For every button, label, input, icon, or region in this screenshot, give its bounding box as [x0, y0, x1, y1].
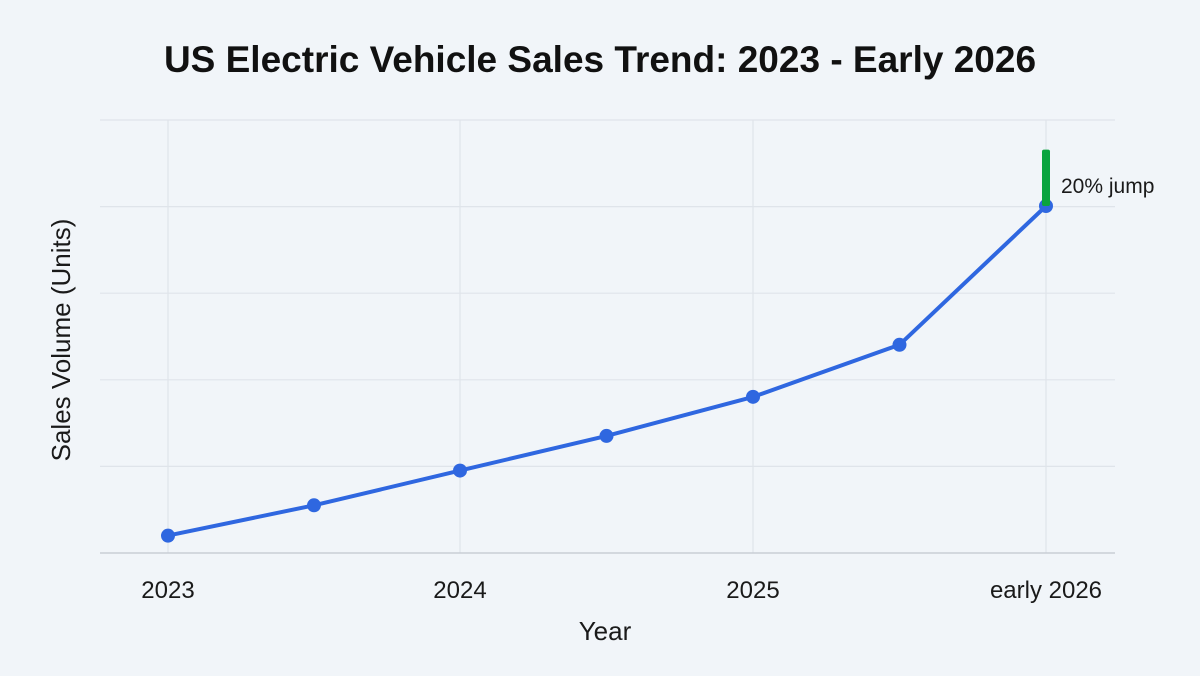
y-axis-label: Sales Volume (Units)	[46, 219, 76, 462]
x-tick-label: 2025	[726, 577, 779, 604]
data-point	[892, 337, 907, 352]
series	[161, 199, 1053, 543]
data-point	[453, 463, 467, 478]
data-point	[307, 498, 321, 513]
x-tick-label: 2024	[433, 577, 486, 604]
axis-labels: Year Sales Volume (Units) 2023 2024 2025 ea…	[46, 219, 1102, 646]
chart-title: US Electric Vehicle Sales Trend: 2023 - …	[164, 39, 1036, 80]
series-line	[166, 204, 1048, 538]
x-tick-label: early 2026	[990, 577, 1102, 604]
data-point	[746, 389, 760, 404]
x-tick-label: 2023	[141, 577, 194, 604]
data-point	[599, 428, 614, 443]
data-point	[161, 528, 175, 543]
annotation: 20% jump	[1042, 149, 1154, 206]
grid	[100, 119, 1115, 553]
x-axis-label: Year	[579, 616, 632, 646]
jump-indicator-bar	[1042, 149, 1050, 206]
jump-annotation-label: 20% jump	[1061, 175, 1154, 198]
